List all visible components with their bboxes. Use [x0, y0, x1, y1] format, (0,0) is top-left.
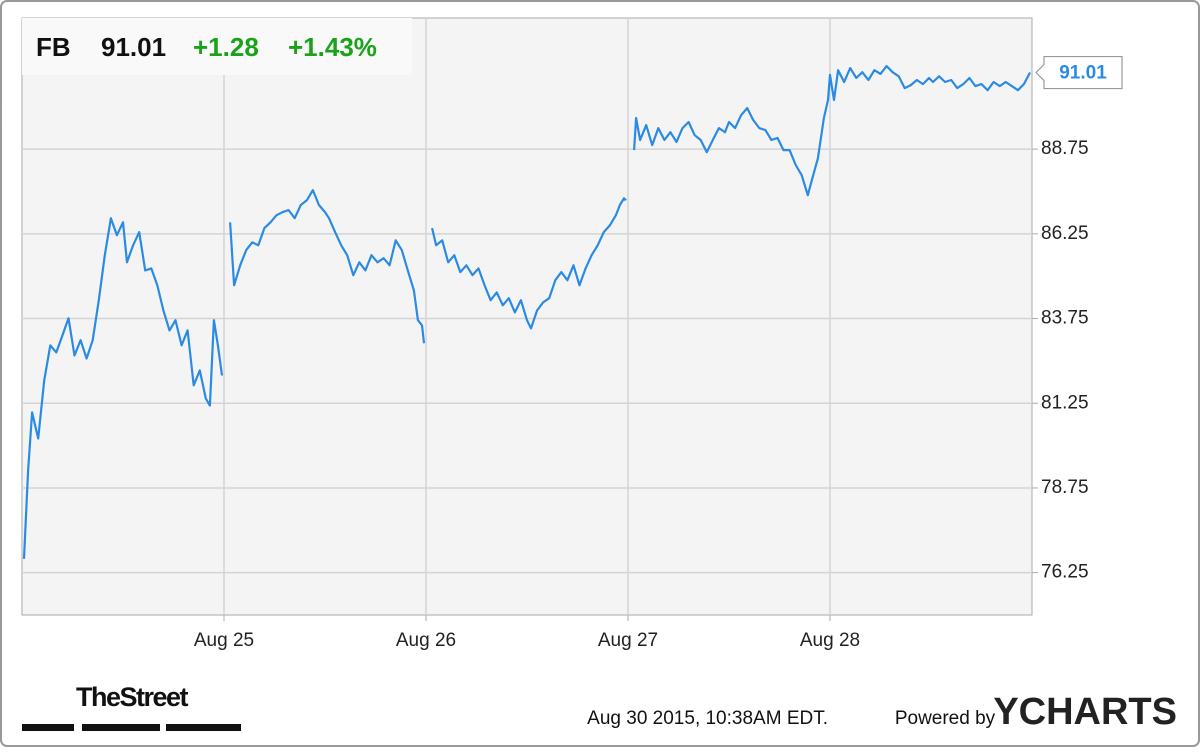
grid — [22, 18, 1032, 615]
y-tick-label: 88.75 — [1041, 138, 1089, 159]
y-tick-label: 81.25 — [1041, 392, 1089, 413]
y-tick-label: 86.25 — [1041, 223, 1089, 244]
x-tick-label: Aug 28 — [800, 630, 860, 651]
logo-bar — [166, 724, 241, 731]
logo-bar — [22, 724, 74, 731]
x-tick-label: Aug 26 — [396, 630, 456, 651]
brand[interactable]: YCHARTS — [993, 691, 1177, 733]
last-value-box — [1035, 55, 1123, 90]
source-logo: TheStreet — [76, 682, 189, 712]
y-tick-label: 78.75 — [1041, 477, 1089, 498]
price-line — [22, 65, 1031, 559]
powered-by: Powered by — [895, 708, 996, 729]
price: 91.01 — [101, 32, 166, 62]
change: +1.28 — [193, 32, 259, 62]
x-tick-label: Aug 27 — [598, 630, 658, 651]
y-tick-label: 76.25 — [1041, 562, 1089, 583]
timestamp: Aug 30 2015, 10:38AM EDT. — [587, 708, 828, 729]
last-value-label: 91.01 — [1059, 63, 1107, 84]
y-tick-label: 83.75 — [1041, 308, 1089, 329]
quote-box — [22, 18, 412, 75]
symbol: FB — [36, 32, 71, 62]
logo-bar — [82, 724, 160, 731]
change-percent: +1.43% — [288, 32, 377, 62]
x-tick-label: Aug 25 — [194, 630, 254, 651]
